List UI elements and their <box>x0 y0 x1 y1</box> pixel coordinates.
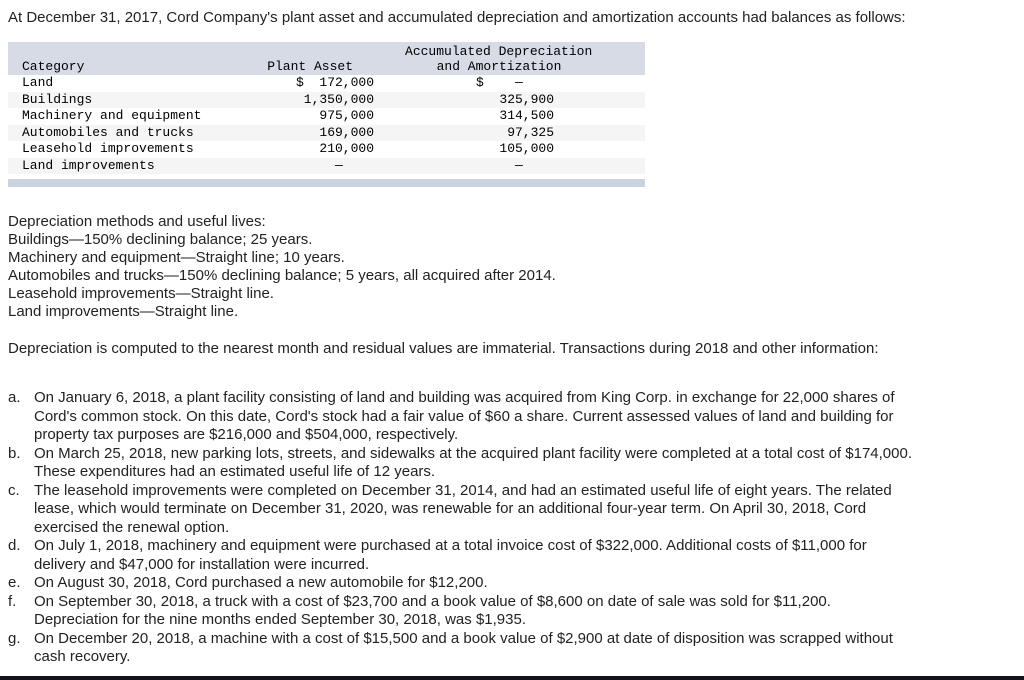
plant-asset-cell: 1,350,000 <box>303 91 374 107</box>
transaction-letter: f. <box>8 592 17 610</box>
transactions-list: a. On January 6, 2018, a plant facility c… <box>8 389 1016 667</box>
transaction-line: delivery and $47,000 for installation we… <box>34 555 370 573</box>
table-row: Automobiles and trucks 169,000 97,325 <box>8 124 645 141</box>
plant-asset-cell: $ 172,000 <box>295 75 374 90</box>
transaction-line: The leasehold improvements were complete… <box>34 481 892 499</box>
table-footer-bar <box>8 179 645 187</box>
transaction-letter: d. <box>8 537 21 554</box>
accum-depr-cell: 97,325 <box>507 124 554 140</box>
transaction-letter: a. <box>8 389 21 406</box>
transaction-line: On September 30, 2018, a truck with a co… <box>34 592 831 610</box>
transaction-line: On August 30, 2018, Cord purchased a new… <box>34 574 488 591</box>
category-cell: Land <box>22 75 54 90</box>
category-cell: Machinery and equipment <box>22 108 202 123</box>
table-header: Accumulated Depreciation Category Plant … <box>8 42 645 75</box>
transaction-line: lease, which would terminate on December… <box>34 500 867 517</box>
accum-depr-cell: 325,900 <box>499 91 554 107</box>
transaction-text: On August 30, 2018, Cord purchased a new… <box>34 574 1016 593</box>
transaction-line: On January 6, 2018, a plant facility con… <box>34 389 895 406</box>
header-category-spacer <box>22 44 268 59</box>
table-header-row-1: Accumulated Depreciation <box>8 44 645 59</box>
transaction-text: On January 6, 2018, a plant facility con… <box>34 389 1016 445</box>
transaction-text: On July 1, 2018, machinery and equipment… <box>34 537 1016 574</box>
table-row: Buildings 1,350,000 325,900 <box>8 91 645 108</box>
method-line: Buildings—150% declining balance; 25 yea… <box>8 231 313 248</box>
category-cell: Leasehold improvements <box>22 141 194 156</box>
transaction-item: b. On March 25, 2018, new parking lots, s… <box>8 445 1016 482</box>
transaction-item: e. On August 30, 2018, Cord purchased a n… <box>8 574 1016 593</box>
header-plant-spacer <box>268 44 352 59</box>
plant-asset-cell: — <box>334 157 374 173</box>
transaction-letter: g. <box>8 629 21 647</box>
transaction-line: On December 20, 2018, a machine with a c… <box>34 629 893 647</box>
accum-depr-cell: $ — <box>475 75 554 90</box>
table-row: Land $ 172,000 $ — <box>8 75 645 92</box>
accum-depr-cell: — <box>514 157 554 173</box>
plant-asset-cell: 975,000 <box>319 108 374 123</box>
table-body: Land $ 172,000 $ — Buildings 1,350,000 325,9… <box>8 75 645 174</box>
depreciation-methods-list: Depreciation methods and useful lives: Bu… <box>8 213 1016 321</box>
table-footer-gap <box>8 174 645 179</box>
transaction-line: property tax purposes are $216,000 and $… <box>34 426 459 443</box>
transaction-item: c. The leasehold improvements were comple… <box>8 482 1016 538</box>
transaction-line: exercised the renewal option. <box>34 518 230 536</box>
intro-paragraph: At December 31, 2017, Cord Company's pla… <box>8 9 906 26</box>
transaction-letter: b. <box>8 444 21 462</box>
header-accum-line1: Accumulated Depreciation <box>405 44 593 59</box>
transaction-item: g. On December 20, 2018, a machine with a… <box>8 630 1016 667</box>
transaction-line: On July 1, 2018, machinery and equipment… <box>34 537 867 554</box>
method-line: Land improvements—Straight line. <box>8 303 239 320</box>
method-line: Depreciation methods and useful lives: <box>8 213 266 230</box>
transaction-text: On September 30, 2018, a truck with a co… <box>34 593 1016 630</box>
method-line: Machinery and equipment—Straight line; 1… <box>8 249 345 266</box>
method-line: Leasehold improvements—Straight line. <box>8 285 274 302</box>
transaction-line: cash recovery. <box>34 648 131 665</box>
transaction-line: Cord's common stock. On this date, Cord'… <box>34 407 894 425</box>
accum-depr-cell: 105,000 <box>499 141 554 156</box>
header-category: Category <box>22 59 85 74</box>
note-paragraph: Depreciation is computed to the nearest … <box>8 340 879 357</box>
bottom-edge-bar <box>0 676 1024 680</box>
plant-asset-cell: 210,000 <box>319 141 374 156</box>
transaction-text: The leasehold improvements were complete… <box>34 482 1016 538</box>
category-cell: Automobiles and trucks <box>22 124 194 140</box>
plant-asset-table: Accumulated Depreciation Category Plant … <box>8 42 645 187</box>
category-cell: Land improvements <box>22 157 155 173</box>
transaction-item: d. On July 1, 2018, machinery and equipme… <box>8 537 1016 574</box>
category-cell: Buildings <box>22 91 93 107</box>
table-row: Leasehold improvements 210,000 105,000 <box>8 141 645 158</box>
transaction-line: These expenditures had an estimated usef… <box>34 463 436 480</box>
table-header-row-2: Category Plant Asset and Amortization <box>8 59 645 74</box>
table-row: Land improvements — — <box>8 157 645 174</box>
transaction-line: Depreciation for the nine months ended S… <box>34 611 526 628</box>
transaction-item: f. On September 30, 2018, a truck with a … <box>8 593 1016 630</box>
accum-depr-cell: 314,500 <box>499 108 554 123</box>
transaction-text: On March 25, 2018, new parking lots, str… <box>34 445 1016 482</box>
transaction-text: On December 20, 2018, a machine with a c… <box>34 630 1016 667</box>
header-plant-asset: Plant Asset <box>267 59 354 74</box>
transaction-item: a. On January 6, 2018, a plant facility c… <box>8 389 1016 445</box>
table-row: Machinery and equipment 975,000 314,500 <box>8 108 645 125</box>
transaction-letter: c. <box>8 481 20 499</box>
plant-asset-cell: 169,000 <box>319 124 374 140</box>
transaction-line: On March 25, 2018, new parking lots, str… <box>34 444 912 462</box>
header-accum-line2: and Amortization <box>436 59 562 74</box>
method-line: Automobiles and trucks—150% declining ba… <box>8 267 556 284</box>
transaction-letter: e. <box>8 574 21 591</box>
